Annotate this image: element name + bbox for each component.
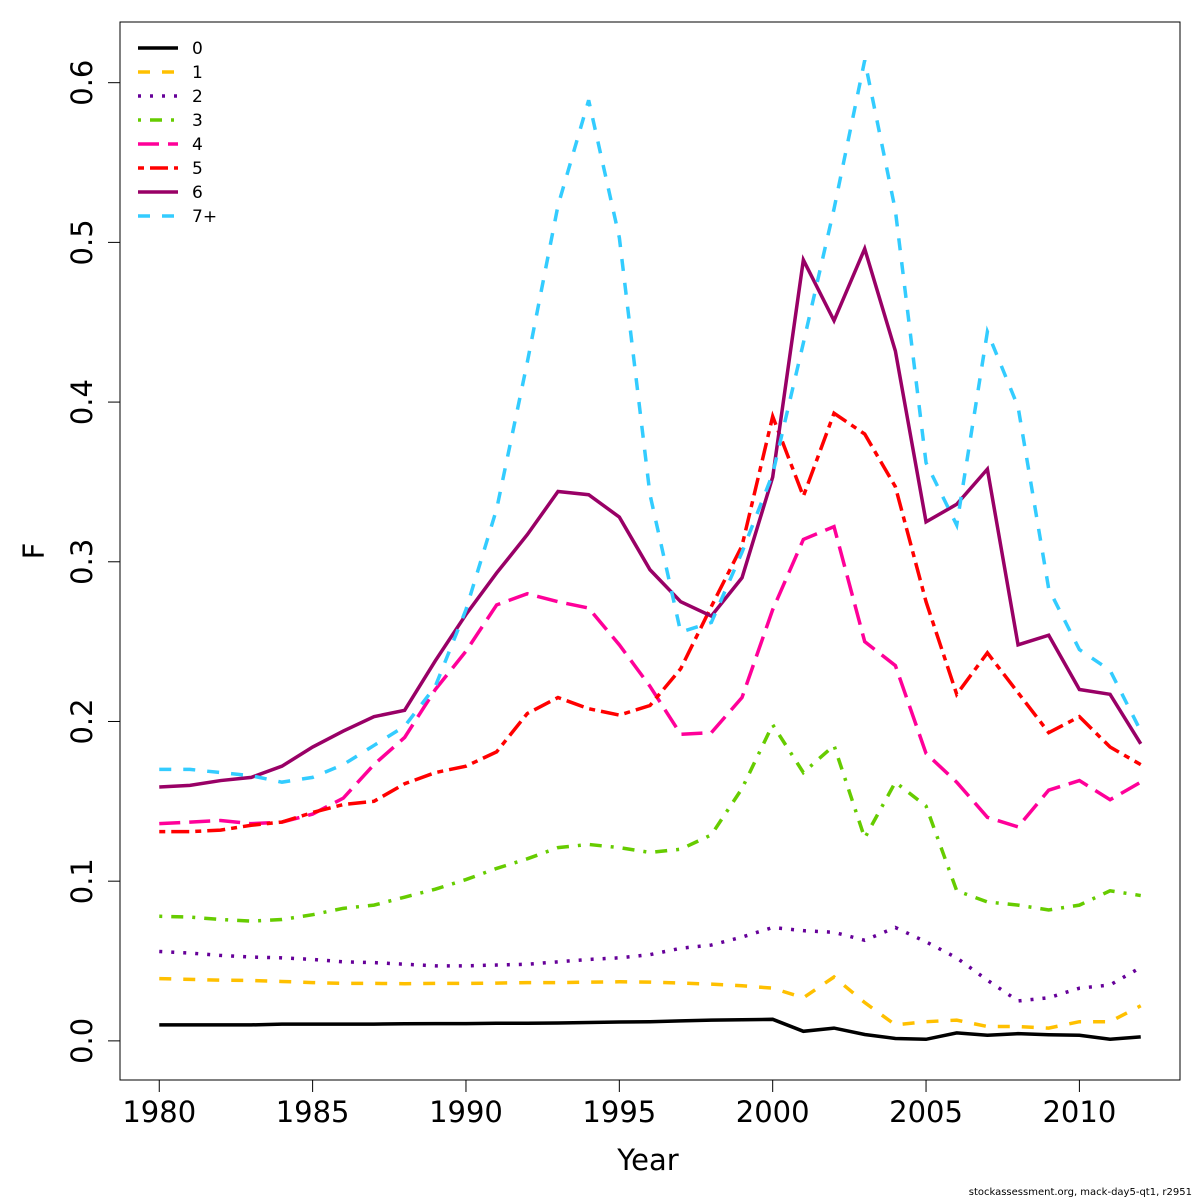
legend-label: 0 — [192, 39, 203, 59]
y-tick-label: 0.4 — [65, 379, 99, 425]
legend-label: 5 — [192, 159, 203, 179]
legend-label: 2 — [192, 87, 203, 107]
x-tick-label: 1980 — [122, 1095, 196, 1129]
legend-label: 4 — [192, 135, 203, 155]
legend-label: 3 — [192, 111, 203, 131]
series-line — [159, 974, 1142, 1030]
series-line — [159, 925, 1142, 1003]
series-line — [159, 721, 1142, 923]
plot-frame — [119, 21, 1181, 1081]
x-tick-label: 1990 — [429, 1095, 503, 1129]
y-tick-label: 0.2 — [65, 698, 99, 744]
x-tick-label: 1995 — [582, 1095, 656, 1129]
series-line — [159, 243, 1143, 789]
series-line — [159, 1017, 1141, 1042]
caption: stockassessment.org, mack-day5-qt1, r295… — [969, 1187, 1192, 1198]
x-tick-label: 2005 — [889, 1095, 963, 1129]
series-line — [159, 59, 1143, 784]
x-tick-label: 1985 — [276, 1095, 350, 1129]
legend-label: 7+ — [192, 207, 217, 227]
y-tick-label: 0.3 — [65, 539, 99, 585]
x-tick-label: 2010 — [1042, 1095, 1116, 1129]
y-axis-label: F — [17, 543, 51, 560]
legend-label: 1 — [192, 63, 203, 83]
legend-label: 6 — [192, 183, 203, 203]
y-tick-label: 0.5 — [65, 219, 99, 265]
x-axis-label: Year — [616, 1143, 678, 1177]
series-line — [159, 410, 1142, 834]
y-tick-label: 0.6 — [65, 60, 99, 106]
y-tick-label: 0.0 — [65, 1018, 99, 1064]
x-tick-label: 2000 — [736, 1095, 810, 1129]
y-tick-label: 0.1 — [65, 858, 99, 904]
